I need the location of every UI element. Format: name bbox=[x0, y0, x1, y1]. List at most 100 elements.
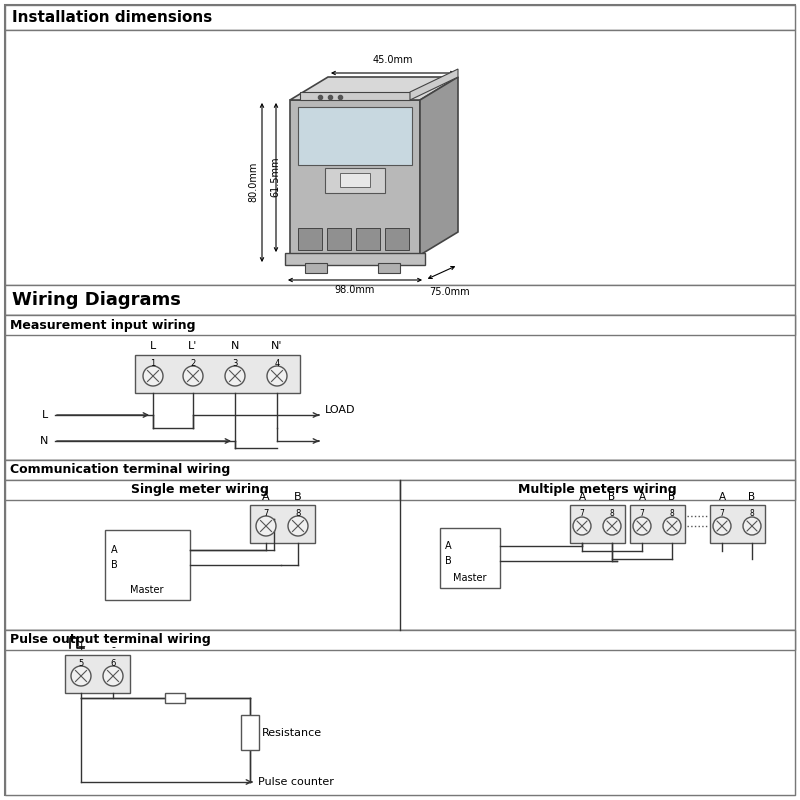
Bar bbox=[285, 253, 425, 265]
Text: A: A bbox=[262, 492, 270, 502]
Text: 4: 4 bbox=[274, 358, 280, 367]
Bar bbox=[325, 168, 385, 193]
Text: Single meter wiring: Single meter wiring bbox=[131, 483, 269, 497]
Text: 7: 7 bbox=[579, 510, 585, 518]
Text: 8: 8 bbox=[610, 510, 614, 518]
Text: L: L bbox=[150, 341, 156, 351]
Bar bbox=[5, 285, 795, 315]
Text: B: B bbox=[294, 492, 302, 502]
Text: 7: 7 bbox=[639, 510, 645, 518]
Bar bbox=[5, 5, 795, 30]
Text: N: N bbox=[231, 341, 239, 351]
Bar bbox=[305, 263, 327, 273]
Bar bbox=[65, 655, 130, 693]
Bar bbox=[300, 92, 410, 100]
Text: L': L' bbox=[188, 341, 198, 351]
Text: A: A bbox=[111, 545, 118, 555]
Text: B: B bbox=[445, 556, 452, 566]
Text: 80.0mm: 80.0mm bbox=[248, 162, 258, 202]
Bar bbox=[340, 173, 370, 187]
Bar bbox=[630, 505, 685, 543]
Text: 5: 5 bbox=[78, 659, 84, 669]
Text: Installation dimensions: Installation dimensions bbox=[12, 10, 212, 26]
Polygon shape bbox=[420, 77, 458, 255]
Bar bbox=[298, 228, 322, 250]
Text: A: A bbox=[638, 492, 646, 502]
Text: B: B bbox=[669, 492, 675, 502]
Text: Wiring Diagrams: Wiring Diagrams bbox=[12, 291, 181, 309]
Text: 98.0mm: 98.0mm bbox=[335, 285, 375, 295]
Text: 1: 1 bbox=[150, 358, 156, 367]
Text: B: B bbox=[111, 560, 118, 570]
Bar bbox=[5, 460, 795, 630]
Bar bbox=[400, 480, 795, 500]
Text: 2: 2 bbox=[190, 358, 196, 367]
Text: Master: Master bbox=[454, 573, 486, 583]
Circle shape bbox=[743, 517, 761, 535]
Circle shape bbox=[573, 517, 591, 535]
Circle shape bbox=[267, 366, 287, 386]
Bar bbox=[385, 228, 409, 250]
Text: A: A bbox=[578, 492, 586, 502]
Circle shape bbox=[663, 517, 681, 535]
Bar bbox=[5, 30, 795, 285]
Circle shape bbox=[713, 517, 731, 535]
Text: 8: 8 bbox=[670, 510, 674, 518]
Bar bbox=[570, 505, 625, 543]
Circle shape bbox=[143, 366, 163, 386]
Text: 7: 7 bbox=[719, 510, 725, 518]
Bar bbox=[5, 630, 795, 795]
Circle shape bbox=[603, 517, 621, 535]
Bar bbox=[241, 715, 259, 750]
Bar bbox=[165, 693, 185, 703]
Text: Resistance: Resistance bbox=[262, 728, 322, 738]
Bar bbox=[105, 530, 190, 600]
Text: LOAD: LOAD bbox=[325, 405, 355, 415]
Polygon shape bbox=[410, 69, 458, 100]
Text: Communication terminal wiring: Communication terminal wiring bbox=[10, 463, 230, 477]
Text: Pulse counter: Pulse counter bbox=[258, 777, 334, 787]
Circle shape bbox=[256, 516, 276, 536]
Bar bbox=[378, 263, 400, 273]
Bar bbox=[250, 505, 315, 543]
Circle shape bbox=[288, 516, 308, 536]
Text: B: B bbox=[609, 492, 615, 502]
Text: Measurement input wiring: Measurement input wiring bbox=[10, 318, 195, 331]
Polygon shape bbox=[290, 100, 420, 255]
Text: 61.5mm: 61.5mm bbox=[270, 157, 280, 198]
Text: A: A bbox=[718, 492, 726, 502]
Text: Master: Master bbox=[130, 585, 164, 595]
Text: 6: 6 bbox=[110, 659, 116, 669]
Text: B: B bbox=[749, 492, 755, 502]
Text: 45.0mm: 45.0mm bbox=[373, 55, 414, 65]
Text: +: + bbox=[76, 642, 86, 652]
Circle shape bbox=[103, 666, 123, 686]
Bar bbox=[5, 315, 795, 335]
Text: 3: 3 bbox=[232, 358, 238, 367]
Bar bbox=[710, 505, 765, 543]
Bar bbox=[440, 528, 500, 588]
Text: N: N bbox=[40, 436, 48, 446]
Text: Multiple meters wiring: Multiple meters wiring bbox=[518, 483, 676, 497]
Bar bbox=[5, 460, 795, 480]
Circle shape bbox=[225, 366, 245, 386]
Text: L: L bbox=[42, 410, 48, 420]
Circle shape bbox=[633, 517, 651, 535]
Bar bbox=[356, 228, 380, 250]
Polygon shape bbox=[290, 77, 458, 100]
Bar bbox=[5, 630, 795, 650]
Text: 8: 8 bbox=[295, 509, 301, 518]
Text: -: - bbox=[111, 642, 115, 652]
Bar bbox=[5, 315, 795, 460]
Text: 75.0mm: 75.0mm bbox=[430, 287, 470, 297]
Bar bbox=[5, 480, 400, 500]
Text: N': N' bbox=[271, 341, 282, 351]
Bar bbox=[298, 107, 412, 165]
Text: 8: 8 bbox=[750, 510, 754, 518]
Text: 7: 7 bbox=[263, 509, 269, 518]
Text: Pulse output terminal wiring: Pulse output terminal wiring bbox=[10, 634, 210, 646]
Bar bbox=[135, 355, 300, 393]
Circle shape bbox=[183, 366, 203, 386]
Circle shape bbox=[71, 666, 91, 686]
Text: A: A bbox=[445, 541, 452, 551]
